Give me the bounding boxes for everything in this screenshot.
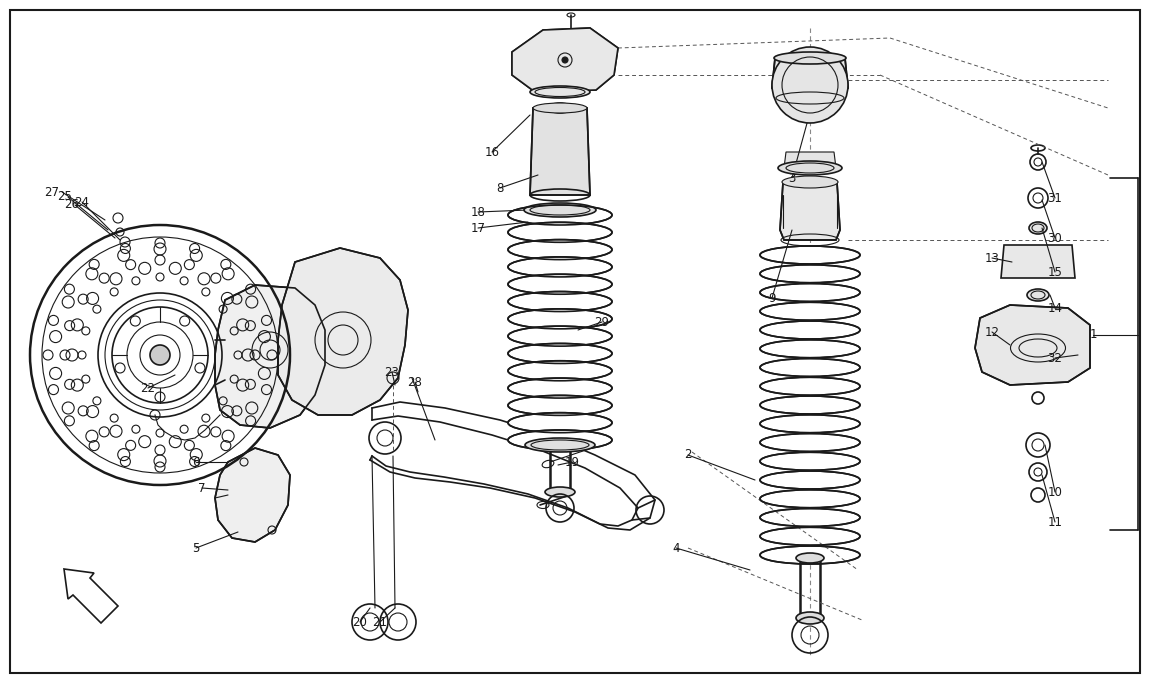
Text: 28: 28 xyxy=(407,376,422,389)
Ellipse shape xyxy=(760,246,860,264)
Text: 27: 27 xyxy=(45,186,60,199)
Ellipse shape xyxy=(1027,289,1049,301)
Ellipse shape xyxy=(508,344,612,363)
Polygon shape xyxy=(215,285,325,428)
Ellipse shape xyxy=(1029,222,1046,234)
Ellipse shape xyxy=(508,222,612,242)
Ellipse shape xyxy=(760,452,860,471)
Text: 17: 17 xyxy=(470,221,485,234)
Ellipse shape xyxy=(545,487,575,497)
Text: 25: 25 xyxy=(58,191,72,204)
Ellipse shape xyxy=(508,378,612,398)
Ellipse shape xyxy=(508,430,612,450)
Text: 14: 14 xyxy=(1048,301,1063,314)
Polygon shape xyxy=(64,569,118,623)
Ellipse shape xyxy=(508,361,612,380)
Ellipse shape xyxy=(508,413,612,433)
Polygon shape xyxy=(780,182,840,240)
Ellipse shape xyxy=(524,203,596,217)
Text: 20: 20 xyxy=(353,615,368,628)
Text: 11: 11 xyxy=(1048,516,1063,529)
Text: 30: 30 xyxy=(1048,232,1063,245)
Polygon shape xyxy=(772,58,848,98)
Ellipse shape xyxy=(774,52,846,64)
Ellipse shape xyxy=(508,395,612,415)
Text: 15: 15 xyxy=(1048,266,1063,279)
Text: 9: 9 xyxy=(768,292,776,305)
Ellipse shape xyxy=(508,240,612,260)
Text: 13: 13 xyxy=(984,251,999,264)
Ellipse shape xyxy=(782,176,838,188)
Polygon shape xyxy=(975,305,1090,385)
Text: 19: 19 xyxy=(565,456,580,469)
Text: 18: 18 xyxy=(470,206,485,219)
Text: 7: 7 xyxy=(198,482,206,494)
Ellipse shape xyxy=(760,339,860,358)
Ellipse shape xyxy=(1019,251,1057,273)
Polygon shape xyxy=(530,108,590,195)
Circle shape xyxy=(150,345,170,365)
Ellipse shape xyxy=(760,321,860,339)
Text: 10: 10 xyxy=(1048,486,1063,499)
Text: 26: 26 xyxy=(64,199,79,212)
Text: 8: 8 xyxy=(497,182,504,195)
Text: 2: 2 xyxy=(684,449,692,462)
Ellipse shape xyxy=(760,396,860,414)
Ellipse shape xyxy=(508,292,612,311)
Ellipse shape xyxy=(760,509,860,527)
Ellipse shape xyxy=(760,359,860,376)
Text: 6: 6 xyxy=(192,456,200,469)
Text: 22: 22 xyxy=(140,382,155,395)
Ellipse shape xyxy=(760,377,860,395)
Ellipse shape xyxy=(760,434,860,451)
Text: 5: 5 xyxy=(192,542,200,555)
Circle shape xyxy=(772,47,848,123)
Ellipse shape xyxy=(508,326,612,346)
Text: 31: 31 xyxy=(1048,191,1063,204)
Text: 3: 3 xyxy=(788,171,796,184)
Ellipse shape xyxy=(796,612,825,624)
Ellipse shape xyxy=(530,86,590,98)
Ellipse shape xyxy=(532,103,586,113)
Ellipse shape xyxy=(508,205,612,225)
Ellipse shape xyxy=(760,471,860,489)
Text: 21: 21 xyxy=(373,615,388,628)
Ellipse shape xyxy=(526,438,595,452)
Polygon shape xyxy=(215,448,290,542)
Ellipse shape xyxy=(508,257,612,277)
Text: 32: 32 xyxy=(1048,352,1063,365)
Ellipse shape xyxy=(760,303,860,320)
Polygon shape xyxy=(1000,245,1075,278)
Ellipse shape xyxy=(549,103,572,113)
Text: 24: 24 xyxy=(75,195,90,208)
Polygon shape xyxy=(278,248,408,415)
Circle shape xyxy=(562,57,568,63)
Ellipse shape xyxy=(760,265,860,283)
Ellipse shape xyxy=(760,415,860,433)
Ellipse shape xyxy=(760,546,860,564)
Ellipse shape xyxy=(779,161,842,175)
Text: 4: 4 xyxy=(673,542,680,555)
Text: 16: 16 xyxy=(484,145,499,158)
Text: 12: 12 xyxy=(984,326,999,339)
Ellipse shape xyxy=(760,490,860,507)
Ellipse shape xyxy=(508,275,612,294)
Ellipse shape xyxy=(796,553,825,563)
Polygon shape xyxy=(512,28,618,92)
Ellipse shape xyxy=(760,527,860,545)
Ellipse shape xyxy=(508,309,612,329)
Polygon shape xyxy=(784,152,836,168)
Ellipse shape xyxy=(760,283,860,301)
Text: 23: 23 xyxy=(384,365,399,378)
Text: 1: 1 xyxy=(1089,329,1097,342)
Text: 29: 29 xyxy=(595,316,610,329)
